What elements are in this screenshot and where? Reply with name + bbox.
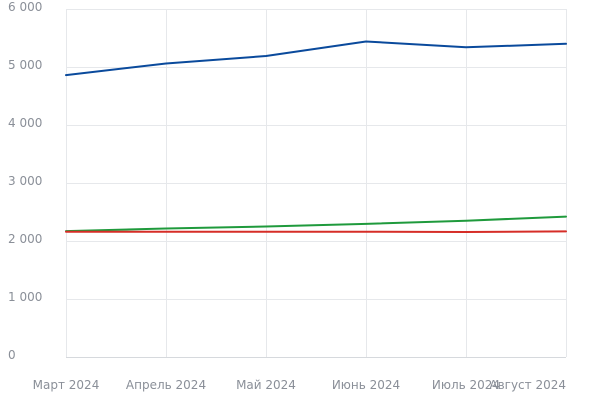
x-tick-label: Май 2024 [236, 378, 296, 392]
y-tick-label: 3 000 [8, 174, 42, 188]
x-tick-label: Апрель 2024 [126, 378, 206, 392]
y-tick-label: 5 000 [8, 58, 42, 72]
x-tick-label: Июнь 2024 [332, 378, 400, 392]
x-tick-label: Март 2024 [33, 378, 100, 392]
y-tick-label: 1 000 [8, 290, 42, 304]
series-line-2 [65, 215, 567, 233]
series-line-1 [65, 40, 567, 77]
x-tick-label: Август 2024 [489, 378, 566, 392]
series-lines [65, 40, 567, 233]
x-tick-label: Июль 2024 [432, 378, 500, 392]
y-tick-label: 0 [8, 348, 16, 362]
x-axis-ticks: Март 2024 Апрель 2024 Май 2024 Июнь 2024 Июл… [33, 378, 566, 392]
series-line-3 [65, 230, 567, 233]
y-tick-label: 6 000 [8, 0, 42, 14]
y-tick-label: 4 000 [8, 116, 42, 130]
y-tick-label: 2 000 [8, 232, 42, 246]
y-axis-ticks: 0 1 000 2 000 3 000 4 000 5 000 6 000 [8, 0, 42, 362]
grid [66, 9, 567, 358]
